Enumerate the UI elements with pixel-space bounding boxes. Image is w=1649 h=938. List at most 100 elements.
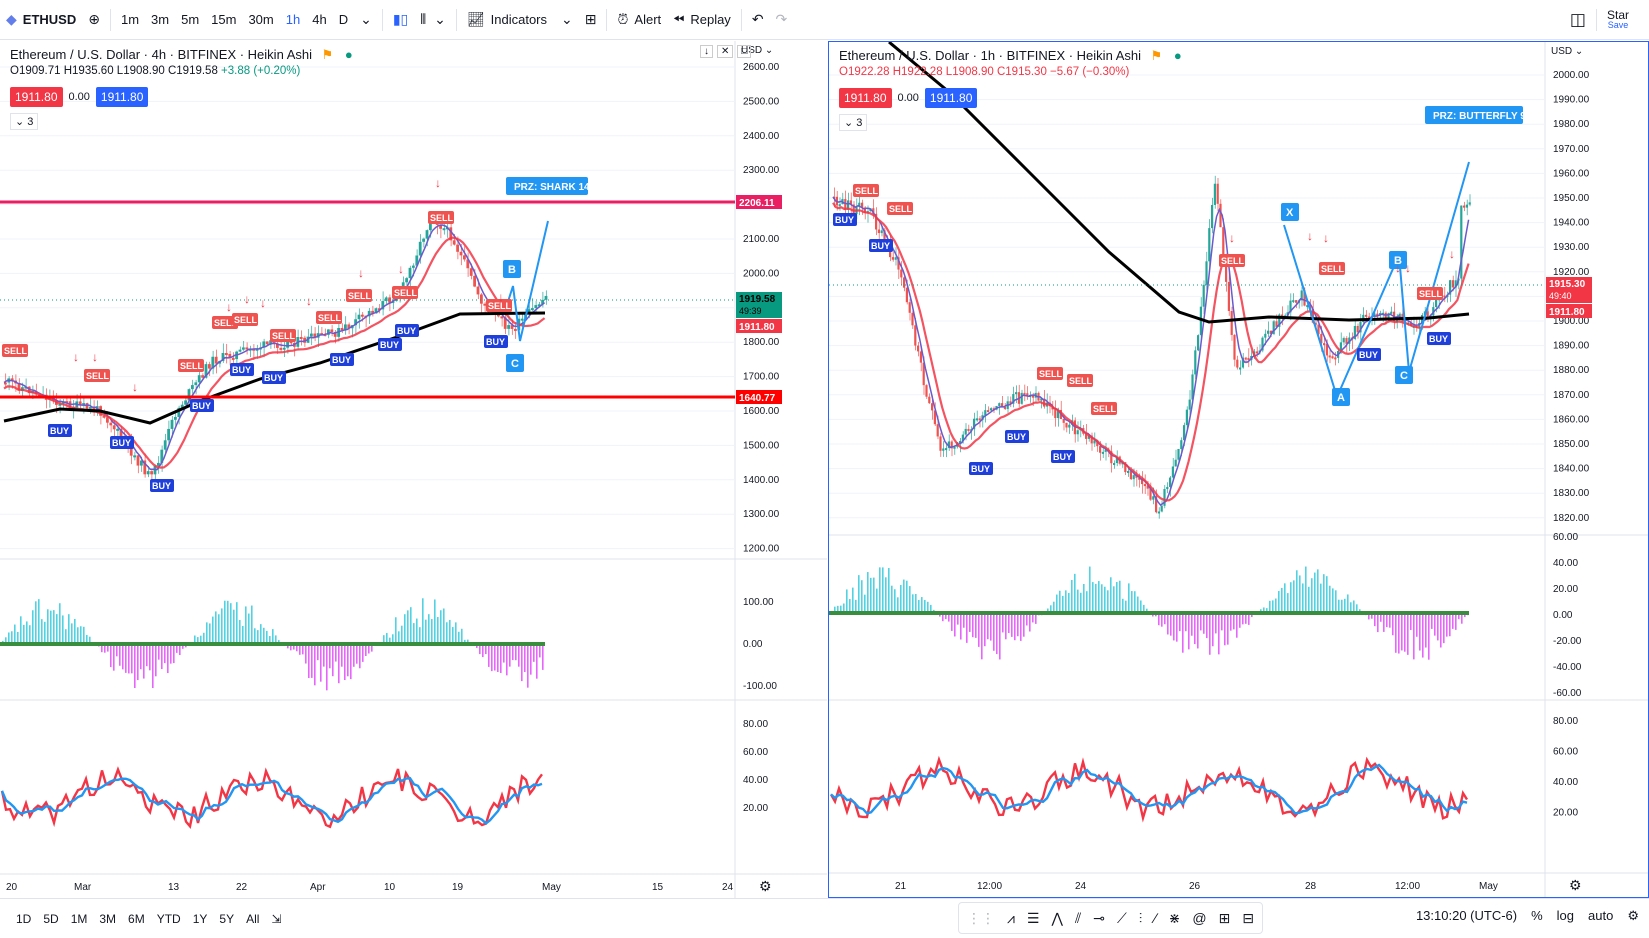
xabcd-pattern-icon[interactable]: ⩘ — [1007, 909, 1015, 926]
chart-type-button[interactable]: ▮▯ — [387, 0, 414, 40]
interval-30m[interactable]: 30m — [248, 12, 274, 27]
osc-bar — [194, 635, 196, 644]
range-6m[interactable]: 6M — [128, 911, 145, 926]
candle — [1185, 409, 1188, 426]
range-all[interactable]: All — [246, 911, 260, 926]
buy-price-button[interactable]: 1911.80 — [95, 87, 149, 107]
sell-signal-box — [853, 184, 879, 197]
candle — [1325, 343, 1328, 356]
trend-channel-icon[interactable]: ⫽ — [1074, 909, 1082, 926]
buy-signal-box — [484, 335, 508, 348]
symbol-search[interactable]: ◆ ETHUSD — [0, 0, 82, 40]
candle — [1199, 306, 1202, 336]
spiral-icon[interactable]: @ — [1192, 910, 1207, 926]
pattern-point-label: B — [508, 264, 516, 276]
interval-1m[interactable]: 1m — [120, 12, 140, 27]
range-ytd[interactable]: YTD — [156, 911, 181, 926]
range-5d[interactable]: 5D — [43, 911, 59, 926]
candle — [1127, 470, 1130, 473]
elliott-wave-icon[interactable]: ☰ — [1026, 909, 1040, 926]
abcd-pattern-icon[interactable]: ⋀ — [1051, 909, 1063, 926]
osc-bar — [912, 594, 914, 613]
undo-button[interactable]: ↶ — [746, 0, 770, 40]
path-icon[interactable]: ⋇ — [1168, 909, 1181, 926]
osc-bar — [1317, 569, 1319, 613]
range-1y[interactable]: 1Y — [192, 911, 208, 926]
ray-icon[interactable]: ∕ — [1154, 910, 1157, 926]
rsi-line — [829, 755, 1469, 823]
candle — [221, 353, 225, 361]
osc-bar — [524, 644, 526, 673]
osc-bar — [224, 600, 226, 644]
indicators-button[interactable]: 📈︎ Indicators ⌄ — [461, 0, 579, 40]
osc-bar — [287, 644, 289, 649]
osc-bar — [296, 644, 298, 652]
osc-bar — [996, 613, 998, 655]
osc-bar — [206, 622, 208, 644]
indicators-collapse-button[interactable]: ⌄ 3 — [10, 113, 39, 130]
interval-5m[interactable]: 5m — [181, 12, 200, 27]
gann-icon[interactable]: ⊞ — [1218, 909, 1231, 926]
divider — [740, 8, 742, 31]
range-1m[interactable]: 1M — [70, 911, 88, 926]
replay-button[interactable]: ⏪︎ Replay — [667, 0, 737, 40]
buy-price-button[interactable]: 1911.80 — [924, 88, 978, 108]
compare-symbol-button[interactable]: ⊕ — [82, 0, 106, 40]
arrow-down-icon[interactable]: ↓ — [700, 45, 713, 58]
candle — [374, 308, 378, 314]
interval-dropdown[interactable]: ⌄ — [354, 0, 378, 40]
bar-type-button[interactable]: ⫴ ⌄ — [414, 0, 452, 40]
price-tick: 1930.00 — [1553, 242, 1590, 253]
close-icon[interactable]: ✕ — [717, 45, 734, 58]
range-3m[interactable]: 3M — [99, 911, 117, 926]
indicators-label: Indicators — [490, 12, 548, 27]
candle — [269, 340, 272, 345]
candle — [466, 259, 470, 269]
osc-bar — [1203, 613, 1205, 634]
sell-price-button[interactable]: 1911.80 — [10, 87, 63, 107]
osc-bar — [56, 614, 58, 644]
alert-button[interactable]: ⏰︎ Alert — [611, 0, 667, 40]
save-button[interactable]: Star Save — [1601, 0, 1649, 40]
redo-button[interactable]: ↷ — [770, 0, 794, 40]
interval-15m[interactable]: 15m — [211, 12, 237, 27]
osc-bar — [1464, 613, 1466, 618]
price-tick: 1980.00 — [1553, 119, 1590, 130]
date-range-button[interactable]: ⇲ — [265, 912, 287, 926]
osc-bar — [5, 637, 7, 644]
horizontal-line-icon[interactable]: ⊸ — [1093, 909, 1105, 926]
range-1d[interactable]: 1D — [16, 911, 32, 926]
ruler-icon[interactable]: ⊟ — [1242, 909, 1255, 926]
osc-bar — [1371, 613, 1373, 619]
chart-panel-left[interactable]: Ethereum / U.S. Dollar · 4h · BITFINEX ·… — [0, 41, 827, 898]
sell-arrow-icon: ↓ — [398, 262, 404, 276]
indicator-count: 3 — [27, 116, 34, 128]
drag-handle-icon[interactable]: ⋮⋮ — [967, 909, 995, 926]
chart-canvas-right[interactable]: USD ⌄ 2000.00 1990.00 1980.00 1970.00 1960.00… — [829, 42, 1648, 897]
candle — [903, 277, 906, 288]
templates-button[interactable]: ⊞ — [579, 0, 603, 40]
chart-canvas-left[interactable]: USD ⌄2600.002500.002400.002300.002200.00… — [0, 41, 827, 898]
osc-bar — [104, 644, 106, 653]
log-toggle[interactable]: log — [1556, 908, 1575, 923]
interval-3m[interactable]: 3m — [151, 12, 170, 27]
interval-1h[interactable]: 1h — [285, 12, 301, 27]
osc-bar — [1035, 613, 1037, 624]
redo-icon: ↷ — [775, 11, 788, 27]
range-5y[interactable]: 5Y — [219, 911, 235, 926]
interval-4h[interactable]: 4h — [312, 12, 327, 27]
chart-panel-right[interactable]: Ethereum / U.S. Dollar · 1h · BITFINEX ·… — [828, 41, 1649, 898]
sell-price-button[interactable]: 1911.80 — [839, 88, 892, 108]
auto-toggle[interactable]: auto — [1588, 908, 1614, 923]
candle — [1062, 418, 1065, 423]
osc-bar — [335, 644, 337, 662]
fib-icon[interactable]: ⫶ — [1138, 909, 1143, 926]
indicators-collapse-button[interactable]: ⌄ 3 — [839, 114, 868, 131]
settings-icon[interactable]: ⚙ — [1627, 908, 1639, 923]
trend-line-icon[interactable]: ⟋ — [1116, 909, 1127, 926]
maximize-icon[interactable]: □ — [737, 45, 752, 58]
percent-toggle[interactable]: % — [1531, 908, 1543, 923]
osc-bar — [383, 635, 385, 644]
interval-D[interactable]: D — [338, 12, 349, 27]
layout-button[interactable]: ◫ — [1564, 0, 1592, 40]
